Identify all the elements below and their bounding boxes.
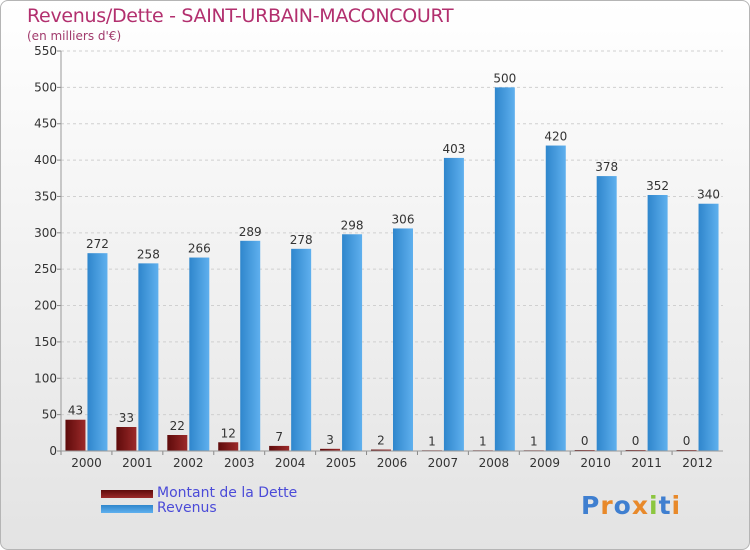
value-label-dette: 22 xyxy=(170,419,185,433)
bar-revenus xyxy=(647,195,668,451)
axes xyxy=(60,51,723,452)
value-label-revenus: 352 xyxy=(646,179,669,193)
x-tick-label: 2002 xyxy=(173,456,204,470)
value-label-revenus: 298 xyxy=(341,218,364,232)
value-label-dette: 2 xyxy=(377,434,385,448)
x-tick-label: 2003 xyxy=(224,456,255,470)
y-tick-label: 0 xyxy=(49,444,57,458)
y-tick-label: 350 xyxy=(34,189,57,203)
value-label-revenus: 266 xyxy=(188,242,211,256)
y-tick-label: 150 xyxy=(34,335,57,349)
bar-revenus xyxy=(698,203,719,451)
x-tick-label: 2011 xyxy=(631,456,662,470)
value-label-dette: 1 xyxy=(428,434,436,448)
bar-dette xyxy=(167,435,188,451)
value-label-dette: 1 xyxy=(479,434,487,448)
bar-dette xyxy=(116,427,137,451)
y-tick-label: 100 xyxy=(34,371,57,385)
x-tick-label: 2007 xyxy=(428,456,459,470)
y-tick-label: 250 xyxy=(34,262,57,276)
y-tick-label: 200 xyxy=(34,299,57,313)
bar-dette xyxy=(65,419,86,451)
bar-revenus xyxy=(342,234,363,451)
value-label-dette: 12 xyxy=(221,426,236,440)
y-tick-label: 450 xyxy=(34,117,57,131)
logo-letter: i xyxy=(671,491,682,520)
value-label-revenus: 340 xyxy=(697,188,720,202)
value-label-dette: 43 xyxy=(68,404,83,418)
legend-label-revenus: Revenus xyxy=(157,500,217,516)
x-tick-label: 2012 xyxy=(682,456,713,470)
value-label-revenus: 258 xyxy=(137,247,160,261)
bar-dette xyxy=(218,442,239,451)
value-label-dette: 3 xyxy=(326,433,334,447)
x-tick-label: 2004 xyxy=(275,456,306,470)
y-tick-label: 550 xyxy=(34,44,57,58)
bar-revenus xyxy=(393,228,413,451)
x-axis-ticks: 2000 2001 2002 2003 2004 2005 2006 2007 2008 2009… xyxy=(60,451,713,470)
value-label-revenus: 378 xyxy=(595,160,618,174)
y-tick-label: 300 xyxy=(34,226,57,240)
x-tick-label: 2009 xyxy=(529,456,560,470)
x-tick-label: 2005 xyxy=(326,456,357,470)
y-tick-label: 400 xyxy=(34,153,57,167)
value-label-dette: 0 xyxy=(632,434,640,448)
legend-swatch-dette xyxy=(101,490,153,498)
logo-letter: r xyxy=(600,491,614,520)
grid-lines xyxy=(61,50,723,416)
value-label-dette: 0 xyxy=(683,434,691,448)
x-tick-label: 2010 xyxy=(580,456,611,470)
bar-revenus xyxy=(291,248,312,451)
bar-revenus xyxy=(240,240,261,451)
bars: 43 272 33 258 22 266 12 289 7 278 3 298 2 306 1 403 1 500… xyxy=(65,71,720,451)
logo-letter: P xyxy=(581,491,601,520)
x-tick-label: 2008 xyxy=(479,456,510,470)
value-label-revenus: 500 xyxy=(493,71,516,85)
bar-revenus xyxy=(494,87,515,451)
y-axis-ticks: 0 50 100 150 200 250 300 350 400 450 500 550 xyxy=(34,44,61,458)
proxiti-logo: Proxiti xyxy=(581,491,681,520)
bar-dette xyxy=(269,445,290,451)
logo-letter: i xyxy=(649,491,659,520)
value-label-dette: 33 xyxy=(119,411,134,425)
logo-letter: o xyxy=(613,491,632,520)
x-tick-label: 2006 xyxy=(377,456,408,470)
value-label-revenus: 278 xyxy=(290,233,313,247)
value-label-revenus: 306 xyxy=(392,212,415,226)
x-tick-label: 2000 xyxy=(71,456,102,470)
value-label-dette: 1 xyxy=(530,434,538,448)
bar-revenus xyxy=(596,176,617,451)
bar-revenus xyxy=(189,257,210,451)
bar-revenus xyxy=(443,157,464,451)
bar-dette xyxy=(371,449,391,451)
legend-swatch-revenus xyxy=(101,505,153,513)
logo-letter: x xyxy=(631,491,649,520)
value-label-revenus: 289 xyxy=(239,225,262,239)
chart-subtitle: (en milliers d'€) xyxy=(27,29,122,43)
chart-title: Revenus/Dette - SAINT-URBAIN-MACONCOURT xyxy=(27,5,454,27)
bar-revenus xyxy=(545,145,566,451)
value-label-revenus: 420 xyxy=(544,130,567,144)
logo-letter: t xyxy=(658,491,672,520)
x-tick-label: 2001 xyxy=(122,456,153,470)
bar-dette xyxy=(320,448,341,451)
y-tick-label: 500 xyxy=(34,80,57,94)
value-label-revenus: 403 xyxy=(442,142,465,156)
value-label-revenus: 272 xyxy=(86,237,109,251)
bar-revenus xyxy=(87,253,108,451)
value-label-dette: 7 xyxy=(275,430,283,444)
bar-revenus xyxy=(138,263,159,451)
legend-label-dette: Montant de la Dette xyxy=(157,485,298,501)
y-tick-label: 50 xyxy=(42,408,57,422)
value-label-dette: 0 xyxy=(581,434,589,448)
